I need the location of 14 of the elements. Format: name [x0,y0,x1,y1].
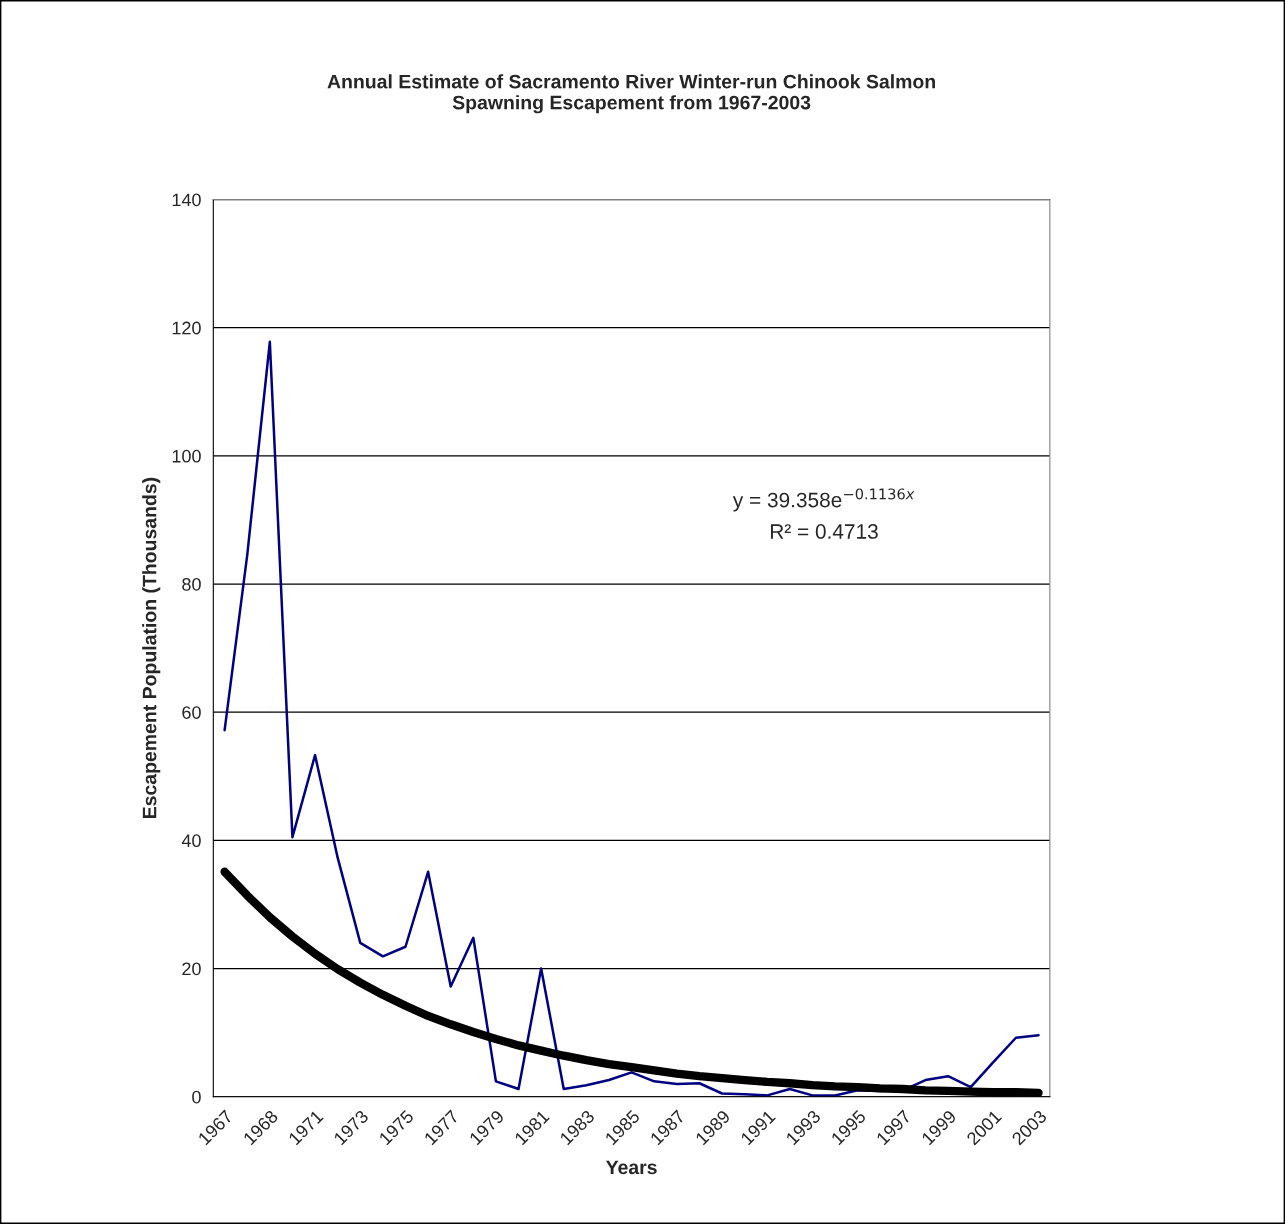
line-series [223,340,1040,1097]
y-tick-label: 140 [172,193,201,207]
annotation: R² = 0.4713 [770,524,878,539]
annotation: y = 39.358e$^{−0.1136x}$ [732,488,915,512]
y-tick-label: 80 [182,577,201,591]
chart-title: Annual Estimate of Sacramento River Winter-run Chinook Salmon Spawning Escapement from 1967-2003 [327,74,935,114]
y-tick-label: 60 [182,706,201,719]
x-axis-title: Years [605,1160,657,1175]
y-tick-label: 40 [181,834,201,848]
y-tick-label: 20 [182,962,201,976]
y-axis-title: Escapement Population (Thousands) [142,477,161,819]
y-tick-label: 100 [172,449,201,463]
y-tick-label: 0 [192,1090,201,1104]
y-tick-label: 120 [172,321,201,335]
